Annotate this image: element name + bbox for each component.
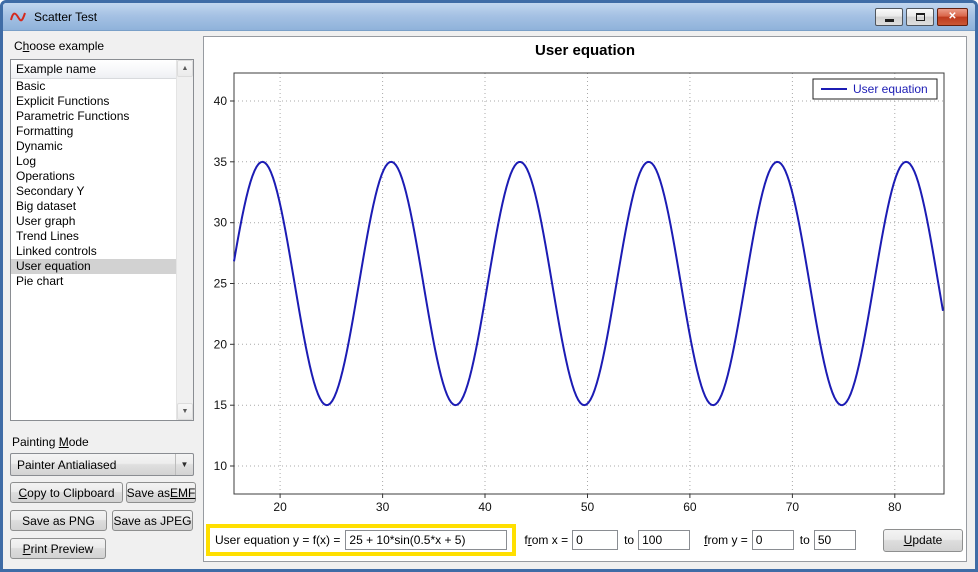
svg-text:30: 30 bbox=[376, 500, 390, 514]
example-list-column: Example name Basic Explicit Functions Pa… bbox=[11, 60, 176, 420]
equation-bar: User equation y = f(x) = from x = to fro… bbox=[206, 522, 964, 558]
list-header-example-name[interactable]: Example name bbox=[11, 60, 176, 79]
svg-text:80: 80 bbox=[888, 500, 902, 514]
window-title: Scatter Test bbox=[34, 9, 98, 24]
list-item[interactable]: Log bbox=[16, 154, 37, 168]
save-as-png-button[interactable]: Save as PNG bbox=[10, 510, 107, 531]
svg-text:25: 25 bbox=[214, 277, 228, 291]
caption-buttons: ✕ bbox=[875, 7, 968, 26]
equation-highlight: User equation y = f(x) = bbox=[206, 524, 517, 556]
painting-mode-select[interactable]: Painter Antialiased ▼ bbox=[10, 453, 194, 476]
to-y-label: to bbox=[799, 533, 810, 547]
from-y-input[interactable] bbox=[751, 530, 794, 550]
svg-text:User equation: User equation bbox=[853, 82, 928, 96]
scroll-down-icon[interactable]: ▼ bbox=[177, 403, 193, 420]
window-content: Choose example Example name Basic Explic… bbox=[3, 31, 975, 568]
list-item[interactable]: Operations bbox=[16, 169, 75, 183]
painting-mode-value: Painter Antialiased bbox=[17, 457, 117, 472]
svg-text:40: 40 bbox=[214, 94, 228, 108]
to-y-input[interactable] bbox=[813, 530, 856, 550]
minimize-icon bbox=[884, 19, 894, 22]
from-x-input[interactable] bbox=[572, 530, 619, 550]
svg-text:60: 60 bbox=[683, 500, 697, 514]
chart-panel: User equation 20 30 40 50 60 70 80 10 15 20 25 30 35… bbox=[203, 36, 967, 562]
close-icon: ✕ bbox=[948, 10, 957, 22]
maximize-icon bbox=[915, 12, 925, 21]
close-button[interactable]: ✕ bbox=[937, 7, 968, 26]
svg-text:35: 35 bbox=[214, 155, 228, 169]
svg-text:20: 20 bbox=[273, 500, 287, 514]
list-item[interactable]: Trend Lines bbox=[16, 229, 79, 243]
save-as-jpeg-button[interactable]: Save as JPEG bbox=[112, 510, 193, 531]
list-item[interactable]: Linked controls bbox=[16, 244, 97, 258]
list-item[interactable]: Pie chart bbox=[16, 274, 64, 288]
chart-canvas: 20 30 40 50 60 70 80 10 15 20 25 30 35 40 User equatio… bbox=[214, 72, 945, 514]
title-bar[interactable]: Scatter Test ✕ bbox=[3, 3, 975, 31]
svg-text:70: 70 bbox=[786, 500, 800, 514]
scroll-up-icon[interactable]: ▲ bbox=[177, 60, 193, 77]
save-as-emf-button[interactable]: Save as EMF bbox=[126, 482, 196, 503]
app-icon bbox=[10, 9, 28, 25]
from-y-label: from y = bbox=[704, 533, 748, 547]
svg-text:40: 40 bbox=[478, 500, 492, 514]
list-item[interactable]: Formatting bbox=[16, 124, 74, 138]
list-item[interactable]: Explicit Functions bbox=[16, 94, 110, 108]
chart-title: User equation bbox=[534, 42, 636, 59]
svg-text:10: 10 bbox=[214, 459, 228, 473]
list-item[interactable]: Basic bbox=[16, 79, 46, 93]
maximize-button[interactable] bbox=[906, 7, 934, 26]
chevron-down-icon: ▼ bbox=[175, 454, 193, 475]
example-list: Example name Basic Explicit Functions Pa… bbox=[10, 59, 194, 421]
minimize-button[interactable] bbox=[875, 7, 903, 26]
svg-text:30: 30 bbox=[214, 216, 228, 230]
painting-mode-label: Painting Mode bbox=[12, 435, 89, 449]
to-x-label: to bbox=[624, 533, 635, 547]
list-item[interactable]: Dynamic bbox=[16, 139, 63, 153]
list-scrollbar[interactable]: ▲ ▼ bbox=[176, 60, 193, 420]
list-item[interactable]: User graph bbox=[16, 214, 76, 228]
list-item-selected[interactable]: User equation bbox=[11, 259, 176, 274]
svg-text:50: 50 bbox=[581, 500, 595, 514]
equation-input[interactable] bbox=[345, 530, 508, 550]
svg-text:15: 15 bbox=[214, 398, 228, 412]
from-x-label: from x = bbox=[524, 533, 569, 547]
svg-text:20: 20 bbox=[214, 337, 228, 351]
choose-example-label: Choose example bbox=[14, 39, 105, 53]
to-x-input[interactable] bbox=[638, 530, 691, 550]
list-item[interactable]: Parametric Functions bbox=[16, 109, 130, 123]
list-item[interactable]: Big dataset bbox=[16, 199, 77, 213]
equation-label: User equation y = f(x) = bbox=[215, 533, 341, 547]
list-item[interactable]: Secondary Y bbox=[16, 184, 85, 198]
